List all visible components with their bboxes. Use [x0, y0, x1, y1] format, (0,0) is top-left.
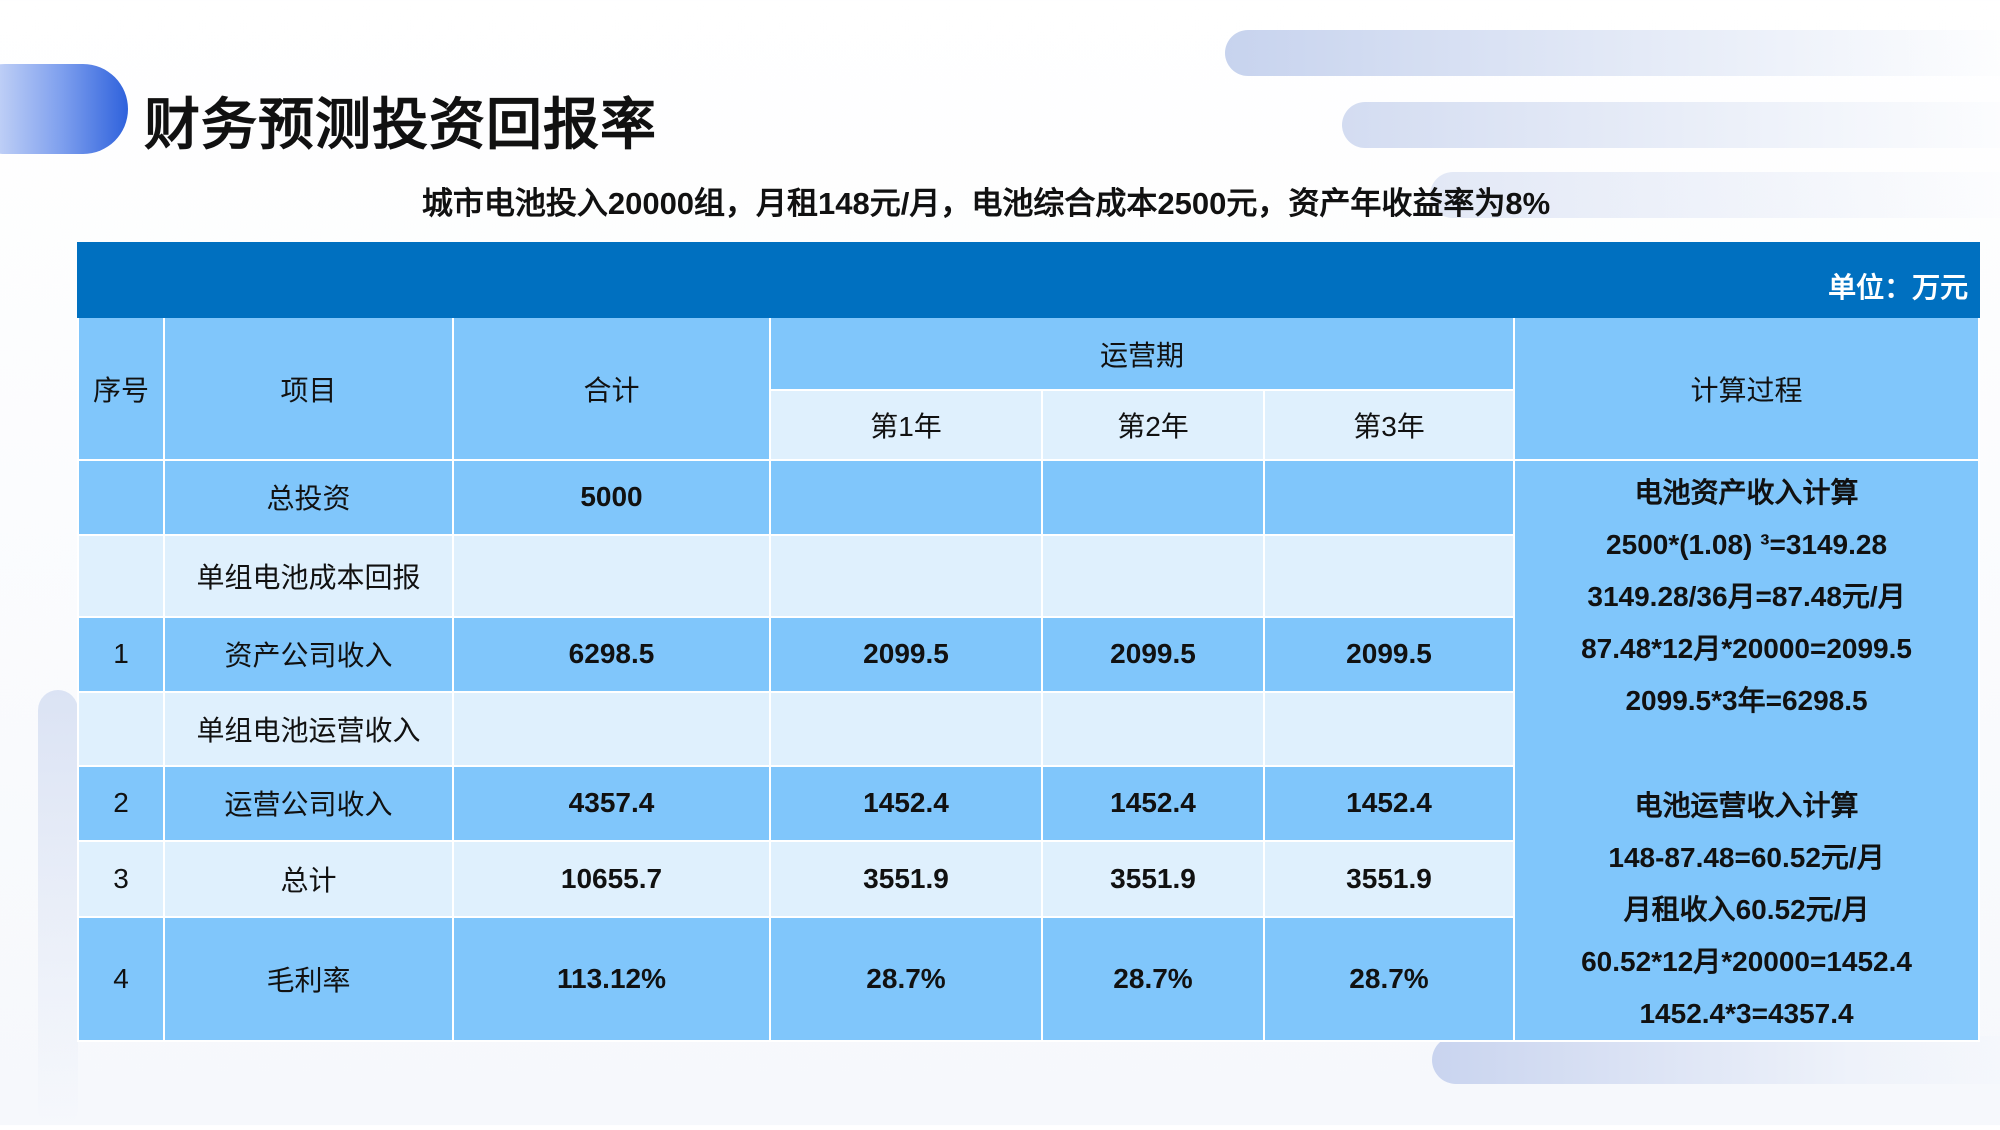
calc-line: 3149.28/36月=87.48元/月 — [1587, 581, 1906, 612]
title-pill — [0, 64, 128, 154]
cell-year: 1452.4 — [769, 765, 1043, 842]
cell-no: 2 — [77, 765, 165, 842]
cell-year: 2099.5 — [1263, 616, 1515, 693]
cell-no: 3 — [77, 839, 165, 919]
cell-year — [1041, 533, 1265, 619]
header-cell: 合计 — [452, 316, 771, 461]
cell-year — [1041, 690, 1265, 768]
cell-year: 28.7% — [1041, 916, 1265, 1042]
header-cell: 运营期 — [769, 316, 1515, 391]
title: 财务预测投资回报率 — [144, 93, 657, 156]
cell-total: 113.12% — [452, 916, 771, 1042]
cell-year — [769, 459, 1043, 536]
cell-item: 运营公司收入 — [163, 765, 454, 842]
cell-year — [1263, 690, 1515, 768]
cell-year: 1452.4 — [1041, 765, 1265, 842]
cell-year — [1263, 459, 1515, 536]
calc-line: 月租收入60.52元/月 — [1623, 894, 1870, 925]
header-cell: 序号 — [77, 316, 165, 461]
cell-year: 2099.5 — [769, 616, 1043, 693]
cell-item: 单组电池运营收入 — [163, 690, 454, 768]
cell-item: 资产公司收入 — [163, 616, 454, 693]
deco-bar — [1430, 172, 2000, 218]
cell-year: 3551.9 — [1041, 839, 1265, 919]
calc-line: 60.52*12月*20000=1452.4 — [1581, 946, 1912, 977]
unit: 单位：万元 — [76, 242, 1981, 318]
calc-line: 148-87.48=60.52元/月 — [1608, 842, 1885, 873]
cell-year — [769, 690, 1043, 768]
header-cell: 第2年 — [1041, 389, 1265, 461]
row: 单组电池成本回报 — [77, 533, 1979, 619]
row: 4 毛利率 113.12% 28.7% 28.7% 28.7% — [77, 916, 1979, 1042]
cell-item: 总投资 — [163, 459, 454, 536]
header-cell: 项目 — [163, 316, 454, 461]
row: 总投资 5000 电池资产收入计算 2500*(1.08) ³=3149.28 3149… — [77, 459, 1981, 1042]
table: 单位：万元 序号 项目 合计 运营期 计算过程 第1年 第2年 第3年 总投资 5… — [76, 242, 1981, 1042]
cell-year: 28.7% — [769, 916, 1043, 1042]
calc-line: 2099.5*3年=6298.5 — [1625, 685, 1868, 716]
calc-cell: 电池资产收入计算 2500*(1.08) ³=3149.28 3149.28/36月… — [1512, 459, 1981, 1042]
calc-line: 1452.4*3=4357.4 — [1639, 998, 1854, 1029]
header-cell: 第1年 — [769, 389, 1043, 461]
cell-year: 28.7% — [1263, 916, 1515, 1042]
calc-line: 2500*(1.08) ³=3149.28 — [1606, 529, 1888, 560]
calc-title: 电池资产收入计算 — [1634, 477, 1859, 508]
header-cell: 第3年 — [1263, 389, 1515, 461]
calc-line: 87.48*12月*20000=2099.5 — [1581, 633, 1912, 664]
cell-year — [1263, 533, 1515, 619]
deco-bar — [1432, 1036, 2000, 1084]
cell-total: 5000 — [452, 459, 771, 536]
cell-total: 10655.7 — [452, 839, 771, 919]
row: 3 总计 10655.7 3551.9 3551.9 3551.9 — [77, 839, 1979, 919]
cell-year — [769, 533, 1043, 619]
cell-year: 1452.4 — [1263, 765, 1515, 842]
deco-bar — [1225, 30, 2000, 76]
cell-no — [77, 459, 165, 536]
cell-item: 毛利率 — [163, 916, 454, 1042]
cell-item: 单组电池成本回报 — [163, 533, 454, 619]
cell-total: 6298.5 — [452, 616, 771, 693]
cell-year — [1041, 459, 1265, 536]
row: 单组电池运营收入 — [77, 690, 1979, 768]
spacer — [1515, 727, 1978, 780]
cell-total — [452, 690, 771, 768]
cell-year: 2099.5 — [1041, 616, 1265, 693]
cell-total — [452, 533, 771, 619]
cell-no: 1 — [77, 616, 165, 693]
cell-year: 3551.9 — [1263, 839, 1515, 919]
calc-title: 电池运营收入计算 — [1634, 790, 1859, 821]
cell-year: 3551.9 — [769, 839, 1043, 919]
cell-item: 总计 — [163, 839, 454, 919]
cell-no — [77, 690, 165, 768]
row: 1 资产公司收入 6298.5 2099.5 2099.5 2099.5 — [77, 616, 1979, 693]
cell-no — [77, 533, 165, 619]
cell-no: 4 — [77, 916, 165, 1042]
header-cell: 计算过程 — [1512, 316, 1981, 461]
deco-bar — [38, 690, 78, 1130]
cell-total: 4357.4 — [452, 765, 771, 842]
row: 2 运营公司收入 4357.4 1452.4 1452.4 1452.4 — [77, 765, 1979, 842]
deco-bar — [1342, 102, 2000, 148]
subtitle: 城市电池投入20000组，月租148元/月，电池综合成本2500元，资产年收益率… — [421, 186, 1551, 221]
